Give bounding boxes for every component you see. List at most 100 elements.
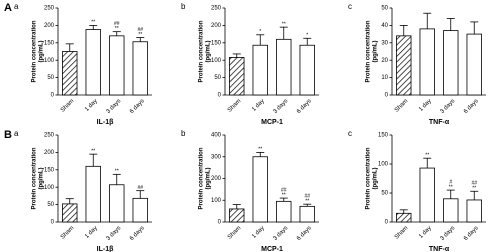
- y-axis-label: Protein concentration: [32, 20, 38, 82]
- y-tick-label: 20: [381, 58, 388, 64]
- significance-marker: *: [306, 33, 308, 39]
- significance-marker: **: [258, 147, 262, 153]
- y-tick-label: 300: [211, 154, 222, 160]
- y-tick-label: 250: [44, 133, 55, 139]
- significance-marker: ##: [137, 27, 143, 33]
- bar: [109, 184, 125, 223]
- y-tick-label: 50: [381, 191, 388, 197]
- y-axis-label: (pg/mL): [373, 41, 379, 63]
- y-tick-label: 400: [211, 133, 222, 139]
- bar: [299, 44, 315, 96]
- bar: [419, 28, 435, 96]
- bar: [466, 33, 482, 96]
- bar: [229, 208, 245, 223]
- y-axis-label: (pg/mL): [39, 168, 45, 190]
- x-tick-label: 1 day: [84, 98, 99, 113]
- bar: [109, 35, 125, 96]
- y-tick-label: 40: [381, 23, 388, 29]
- bar: [276, 38, 292, 96]
- x-tick-label: 6 days: [463, 98, 480, 115]
- significance-marker: #: [449, 179, 452, 185]
- y-tick-label: 100: [211, 58, 222, 64]
- y-tick-label: 30: [381, 40, 388, 46]
- y-tick-label: 0: [385, 220, 389, 226]
- bar: [466, 199, 482, 223]
- y-tick-label: 0: [51, 93, 55, 99]
- x-tick-label: 6 days: [296, 225, 313, 242]
- y-tick-label: 100: [44, 185, 55, 191]
- bar: [396, 35, 412, 96]
- x-tick-label: 6 days: [463, 225, 480, 242]
- y-axis-label: (pg/mL): [373, 168, 379, 190]
- x-axis-label: MCP-1: [261, 246, 283, 252]
- x-tick-label: Sham: [60, 225, 75, 240]
- bar: [85, 165, 101, 223]
- y-tick-label: 50: [381, 6, 388, 12]
- significance-marker: ##: [137, 185, 143, 191]
- y-axis-label: Protein concentration: [199, 147, 205, 209]
- y-tick-label: 150: [211, 40, 222, 46]
- x-tick-label: Sham: [60, 98, 75, 113]
- y-tick-label: 100: [378, 162, 389, 168]
- bar: [299, 205, 315, 223]
- significance-marker: **: [91, 148, 95, 154]
- x-tick-label: 1 day: [418, 98, 433, 113]
- y-tick-label: 50: [214, 75, 221, 81]
- significance-marker: ##: [114, 21, 120, 27]
- x-tick-label: Sham: [227, 225, 242, 240]
- row-label: A: [4, 2, 12, 14]
- significance-marker: **: [138, 32, 142, 38]
- bar: [229, 57, 245, 96]
- y-tick-label: 100: [211, 198, 222, 204]
- panel-label: b: [181, 129, 186, 138]
- y-tick-label: 0: [218, 220, 222, 226]
- x-tick-label: Sham: [394, 98, 409, 113]
- panel-label: a: [14, 129, 19, 138]
- bar: [276, 200, 292, 223]
- x-tick-label: 3 days: [106, 225, 123, 242]
- y-tick-label: 0: [51, 220, 55, 226]
- y-tick-label: 0: [385, 93, 389, 99]
- x-tick-label: 1 day: [418, 225, 433, 240]
- x-tick-label: 6 days: [129, 98, 146, 115]
- y-axis-label: Protein concentration: [366, 147, 372, 209]
- panel-label: c: [348, 2, 352, 11]
- x-axis-label: TNF-α: [429, 119, 450, 126]
- bar: [132, 197, 148, 223]
- x-axis-label: IL-1β: [97, 119, 114, 126]
- x-tick-label: 3 days: [106, 98, 123, 115]
- y-axis-label: (pg/mL): [206, 168, 212, 190]
- y-tick-label: 50: [47, 75, 54, 81]
- x-axis-label: IL-1β: [97, 246, 114, 252]
- x-tick-label: 6 days: [296, 98, 313, 115]
- significance-marker: **: [425, 153, 429, 159]
- bar: [62, 203, 78, 223]
- x-tick-label: 3 days: [440, 98, 457, 115]
- significance-marker: ##: [471, 181, 477, 187]
- y-axis-label: Protein concentration: [32, 147, 38, 209]
- x-tick-label: Sham: [227, 98, 242, 113]
- y-tick-label: 150: [44, 167, 55, 173]
- x-tick-label: 3 days: [273, 98, 290, 115]
- significance-marker: **: [305, 198, 309, 204]
- panel-label: a: [14, 2, 19, 11]
- y-tick-label: 100: [44, 58, 55, 64]
- y-tick-label: 0: [218, 93, 222, 99]
- y-tick-label: 10: [381, 75, 388, 81]
- bar: [132, 41, 148, 96]
- y-tick-label: 250: [211, 6, 222, 12]
- y-axis-label: Protein concentration: [199, 20, 205, 82]
- x-axis-label: MCP-1: [261, 119, 283, 126]
- significance-marker: ##: [281, 187, 287, 193]
- y-tick-label: 50: [47, 202, 54, 208]
- bar: [443, 30, 459, 96]
- x-tick-label: 3 days: [440, 225, 457, 242]
- y-tick-label: 200: [211, 23, 222, 29]
- significance-marker: **: [282, 21, 286, 27]
- bar: [62, 51, 78, 96]
- y-tick-label: 200: [211, 176, 222, 182]
- significance-marker: **: [472, 186, 476, 192]
- panel-label: b: [181, 2, 186, 11]
- significance-marker: **: [115, 26, 119, 32]
- y-tick-label: 150: [378, 133, 389, 139]
